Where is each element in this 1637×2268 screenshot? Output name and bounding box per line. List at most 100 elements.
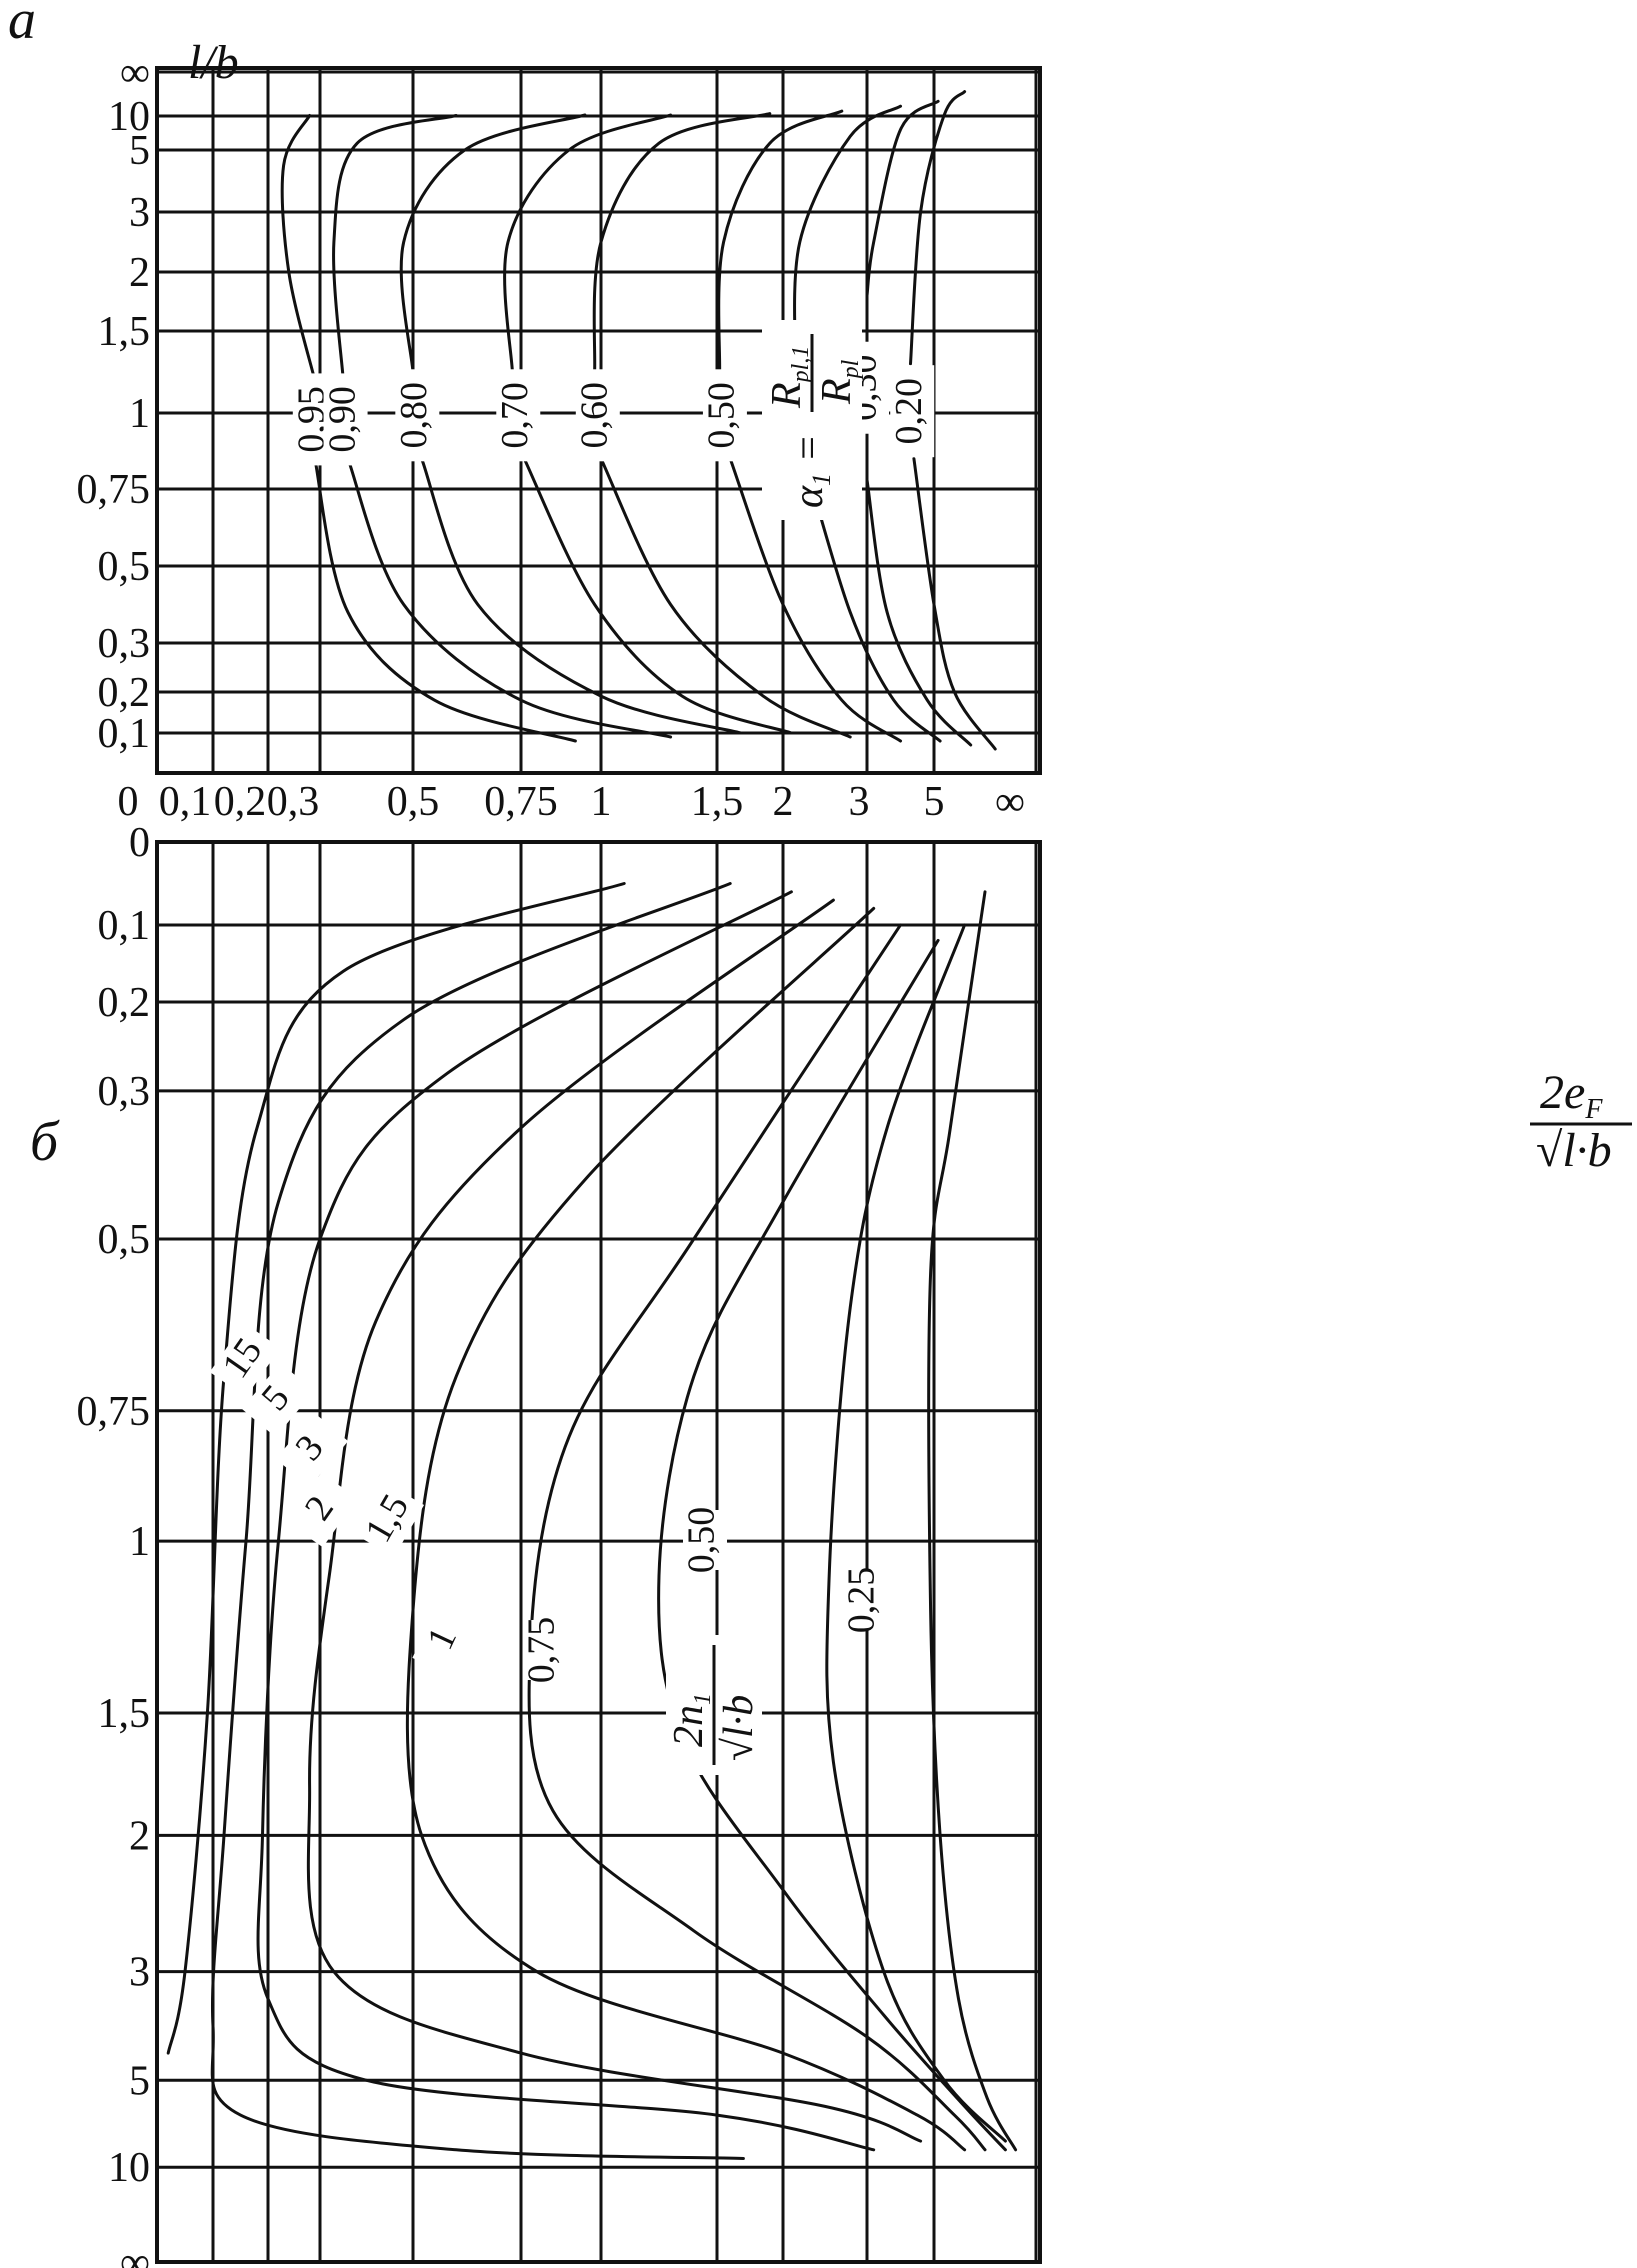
panel-a-curve-lower xyxy=(912,457,997,751)
panel-b-y-tick: 5 xyxy=(129,2058,150,2104)
panel-b-y-tick: 0,3 xyxy=(98,1069,151,1115)
panel-b-curve-label-bg xyxy=(241,1362,315,1438)
panel-a-curve-upper xyxy=(503,113,673,374)
panel-b-curve xyxy=(927,890,1018,2152)
panel-a-letter: a xyxy=(8,0,36,51)
panel-b-y-tick: 0,2 xyxy=(98,980,151,1026)
panel-a-y-tick: 5 xyxy=(129,128,150,174)
x-tick: 0,75 xyxy=(484,779,558,825)
panel-a-y-tick: 0,3 xyxy=(98,621,151,667)
panel-a-curve-label-bg xyxy=(496,369,541,462)
panel-a-curve-lower xyxy=(522,457,793,735)
panel-b-curve xyxy=(166,882,626,2055)
x-axis-title: 2eF √l·b xyxy=(1530,1066,1632,1177)
panel-b-curve-parameter-formula: 2n1 √l·b xyxy=(666,1635,762,1775)
x-tick: 5 xyxy=(924,779,945,825)
panel-b-curve-label: 0,50 xyxy=(681,1507,723,1574)
panel-a-y-tick: 0,2 xyxy=(98,670,151,716)
x-tick: 0,3 xyxy=(267,779,320,825)
panel-b-curve-label-bg xyxy=(683,1510,727,1570)
panel-a-formula-bg xyxy=(762,320,862,520)
panel-b-letter: б xyxy=(30,1111,60,1173)
panel-b-y-tick: 0,1 xyxy=(98,903,151,949)
panel-b-curve-label-group: 0,50 xyxy=(681,1507,727,1574)
panel-b-y-tick: 2 xyxy=(129,1813,150,1859)
panel-b-curve xyxy=(306,898,923,2143)
panel-b-formula-numerator: 2n1 xyxy=(666,1693,716,1747)
panel-b-curve xyxy=(657,938,1007,2152)
x-tick: 0,1 xyxy=(159,779,212,825)
x-axis-title-subscript: F xyxy=(1584,1094,1603,1125)
panel-b-y-tick: 0 xyxy=(129,820,150,866)
panel-a-curve-label: 0,20 xyxy=(888,378,930,445)
panel-b-curve-label: 0,25 xyxy=(841,1567,883,1634)
panel-b-y-tick: 10 xyxy=(108,2145,150,2191)
panel-a-curve-label: 0,70 xyxy=(494,382,536,449)
panel-a-y-tick: 0,1 xyxy=(98,711,151,757)
x-tick: 1 xyxy=(591,779,612,825)
panel-a-curve-upper xyxy=(332,114,458,382)
panel-a-curve-upper xyxy=(909,90,967,366)
panel-a-curve-label: 0,50 xyxy=(701,382,743,449)
panel-b-y-tick: 0,75 xyxy=(77,1389,151,1435)
panel-a-formula-alpha-symbol: α xyxy=(786,485,832,508)
x-tick: 2 xyxy=(773,779,794,825)
panel-b-curve-label-bg xyxy=(286,1472,358,1548)
x-axis-title-numerator: 2eF xyxy=(1540,1066,1603,1125)
panel-b-curve xyxy=(825,923,1007,2143)
panel-b-curve-label-group: 0,25 xyxy=(841,1567,887,1634)
panel-a-y-tick: 1,5 xyxy=(98,309,151,355)
panel-b-curve-label-group: 5 xyxy=(241,1362,315,1438)
panel-b-y-tick: 1 xyxy=(129,1519,150,1565)
panel-a-formula-numerator: Rpl,1 xyxy=(764,346,814,409)
panel-a-curve-lower xyxy=(420,457,743,735)
x-axis-title-denominator: √l·b xyxy=(1536,1124,1612,1177)
x-tick: 0 xyxy=(118,779,139,825)
panel-b-curve-label-bg xyxy=(355,1483,425,1557)
panel-b-y-tick: 3 xyxy=(129,1950,150,1996)
panel-a-curve-lower xyxy=(865,478,973,747)
panel-a-curve-label: 0,80 xyxy=(393,382,435,449)
panel-a-curve-label-bg xyxy=(395,369,440,462)
panel-a-frame xyxy=(155,66,1042,775)
panel-a-y-tick: 3 xyxy=(129,190,150,236)
panel-b-curve-label-group: 3 xyxy=(275,1412,349,1488)
panel-b-curve-label-bg xyxy=(275,1412,349,1488)
panel-a-y-tick: 1 xyxy=(129,391,150,437)
panel-a-curve-upper xyxy=(280,114,317,382)
panel-b-curve xyxy=(405,906,967,2152)
panel-a-curve-upper xyxy=(399,113,587,374)
panel-a-formula-denominator: Rpl xyxy=(814,359,864,405)
panel-a-y-tick: ∞ xyxy=(120,50,150,96)
panel-a-curve-label-bg xyxy=(575,369,620,462)
panel-b-curve xyxy=(210,882,745,2160)
panel-a-y-tick: 2 xyxy=(129,250,150,296)
panel-a-formula-equals: = xyxy=(786,434,832,473)
panel-b-curve xyxy=(256,890,876,2152)
panel-a-curve-label-bg xyxy=(702,369,747,462)
x-tick: 0,2 xyxy=(214,779,267,825)
panel-b-formula-denominator: √l·b xyxy=(716,1695,762,1761)
panel-b-curve-label-bg xyxy=(412,1603,478,1677)
x-tick: 3 xyxy=(849,779,870,825)
x-tick: ∞ xyxy=(995,779,1025,825)
panel-b-curve-label-group: 0,75 xyxy=(521,1617,567,1683)
panel-a-curve-lower xyxy=(313,457,577,743)
panel-b-curve xyxy=(527,923,987,2152)
panel-a-curve-lower xyxy=(346,457,673,739)
panel-a-curve-label: 0,90 xyxy=(321,386,363,453)
panel-a-curve-upper xyxy=(592,112,772,374)
panel-a-curve-lower xyxy=(599,457,852,739)
panel-b-curve-label-group: 2 xyxy=(286,1472,358,1548)
panel-b-curve-label-group: 1 xyxy=(412,1603,478,1677)
panel-a-y-tick: 0,5 xyxy=(98,544,151,590)
panel-a-y-tick: 0,75 xyxy=(77,467,151,513)
panel-b-curve-label-bg xyxy=(843,1570,887,1630)
panel-a-formula-alpha-subscript: 1 xyxy=(807,473,836,486)
panel-b-curve-label-bg xyxy=(209,1322,281,1398)
panel-b-y-tick: 0,5 xyxy=(98,1217,151,1263)
panel-a-formula-alpha: α1 = xyxy=(786,434,836,508)
